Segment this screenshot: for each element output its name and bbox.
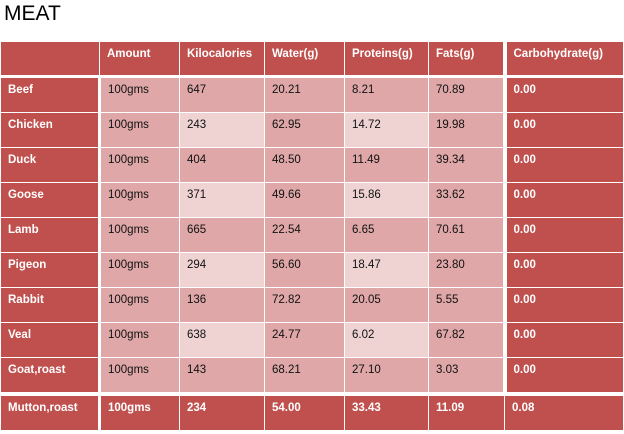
header-kilocalories: Kilocalories xyxy=(179,41,265,78)
cell-fats: 19.98 xyxy=(428,112,505,148)
page-title: MEAT xyxy=(4,2,61,25)
cell-kilocalories: 647 xyxy=(179,76,265,113)
cell-row-header: Goose xyxy=(0,182,101,218)
cell-fats: 33.62 xyxy=(428,182,505,218)
header-proteins: Proteins(g) xyxy=(344,41,429,78)
cell-proteins: 11.49 xyxy=(344,147,429,183)
table-row: Pigeon 100gms 294 56.60 18.47 23.80 0.00 xyxy=(0,252,624,288)
header-carbohydrate: Carbohydrate(g) xyxy=(502,41,624,78)
table-row: Chicken 100gms 243 62.95 14.72 19.98 0.00 xyxy=(0,112,624,148)
cell-carbohydrate: 0.00 xyxy=(502,322,624,358)
cell-fats: 39.34 xyxy=(428,147,505,183)
cell-carbohydrate: 0.00 xyxy=(502,252,624,288)
cell-row-header: Lamb xyxy=(0,217,101,253)
cell-amount: 100gms xyxy=(99,112,180,148)
table-row: Goose 100gms 371 49.66 15.86 33.62 0.00 xyxy=(0,182,624,218)
cell-fats: 70.89 xyxy=(428,76,505,113)
cell-amount: 100gms xyxy=(99,147,180,183)
header-row-header xyxy=(0,41,100,78)
cell-water: 56.60 xyxy=(264,252,345,288)
cell-proteins: 6.02 xyxy=(344,322,429,358)
cell-fats: 70.61 xyxy=(428,217,505,253)
cell-water: 68.21 xyxy=(264,357,345,395)
table-row: Duck 100gms 404 48.50 11.49 39.34 0.00 xyxy=(0,147,624,183)
cell-row-header: Beef xyxy=(0,76,101,113)
cell-row-header: Rabbit xyxy=(0,287,101,323)
cell-proteins: 8.21 xyxy=(344,76,429,113)
cell-water: 62.95 xyxy=(264,112,345,148)
cell-fats: 23.80 xyxy=(428,252,505,288)
cell-water: 24.77 xyxy=(264,322,345,358)
cell-amount: 100gms xyxy=(99,287,180,323)
cell-water: 48.50 xyxy=(264,147,345,183)
cell-carbohydrate: 0.00 xyxy=(502,182,624,218)
table-row: Veal 100gms 638 24.77 6.02 67.82 0.00 xyxy=(0,322,624,358)
cell-fats: 3.03 xyxy=(428,357,505,395)
cell-row-header: Pigeon xyxy=(0,252,101,288)
cell-amount: 100gms xyxy=(99,392,180,431)
cell-kilocalories: 665 xyxy=(179,217,265,253)
cell-kilocalories: 294 xyxy=(179,252,265,288)
cell-kilocalories: 404 xyxy=(179,147,265,183)
cell-proteins: 20.05 xyxy=(344,287,429,323)
cell-carbohydrate: 0.00 xyxy=(502,76,624,113)
table-row: Beef 100gms 647 20.21 8.21 70.89 0.00 xyxy=(0,76,624,113)
cell-amount: 100gms xyxy=(99,76,180,113)
cell-row-header: Duck xyxy=(0,147,101,183)
header-amount: Amount xyxy=(99,41,180,78)
cell-amount: 100gms xyxy=(99,217,180,253)
cell-row-header: Veal xyxy=(0,322,101,358)
cell-carbohydrate: 0.00 xyxy=(502,147,624,183)
table-row: Goat,roast 100gms 143 68.21 27.10 3.03 0.00 xyxy=(0,357,624,395)
cell-kilocalories: 371 xyxy=(179,182,265,218)
cell-row-header: Chicken xyxy=(0,112,101,148)
cell-amount: 100gms xyxy=(99,357,180,395)
cell-carbohydrate: 0.00 xyxy=(502,287,624,323)
cell-proteins: 6.65 xyxy=(344,217,429,253)
cell-proteins: 14.72 xyxy=(344,112,429,148)
table-row: Lamb 100gms 665 22.54 6.65 70.61 0.00 xyxy=(0,217,624,253)
cell-proteins: 15.86 xyxy=(344,182,429,218)
cell-carbohydrate: 0.00 xyxy=(502,217,624,253)
cell-water: 22.54 xyxy=(264,217,345,253)
meat-nutrition-table: Amount Kilocalories Water(g) Proteins(g) Fat… xyxy=(0,41,624,431)
cell-carbohydrate: 0.00 xyxy=(502,357,624,395)
header-row: Amount Kilocalories Water(g) Proteins(g) Fat… xyxy=(0,41,624,78)
cell-fats: 67.82 xyxy=(428,322,505,358)
header-water: Water(g) xyxy=(264,41,345,78)
cell-carbohydrate: 0.00 xyxy=(502,112,624,148)
cell-proteins: 18.47 xyxy=(344,252,429,288)
cell-amount: 100gms xyxy=(99,182,180,218)
cell-water: 49.66 xyxy=(264,182,345,218)
cell-carbohydrate: 0.08 xyxy=(504,392,624,431)
cell-proteins: 33.43 xyxy=(344,392,429,431)
cell-kilocalories: 243 xyxy=(179,112,265,148)
cell-amount: 100gms xyxy=(99,252,180,288)
cell-proteins: 27.10 xyxy=(344,357,429,395)
cell-kilocalories: 143 xyxy=(179,357,265,395)
header-fats: Fats(g) xyxy=(428,41,505,78)
cell-fats: 11.09 xyxy=(428,392,505,431)
cell-kilocalories: 234 xyxy=(179,392,265,431)
cell-fats: 5.55 xyxy=(428,287,505,323)
total-row: Mutton,roast 100gms 234 54.00 33.43 11.09 0.08 xyxy=(0,392,624,431)
cell-water: 72.82 xyxy=(264,287,345,323)
cell-amount: 100gms xyxy=(99,322,180,358)
cell-row-header: Goat,roast xyxy=(0,357,101,395)
cell-water: 20.21 xyxy=(264,76,345,113)
cell-kilocalories: 136 xyxy=(179,287,265,323)
cell-water: 54.00 xyxy=(264,392,345,431)
table-row: Rabbit 100gms 136 72.82 20.05 5.55 0.00 xyxy=(0,287,624,323)
cell-row-header: Mutton,roast xyxy=(0,392,101,431)
cell-kilocalories: 638 xyxy=(179,322,265,358)
